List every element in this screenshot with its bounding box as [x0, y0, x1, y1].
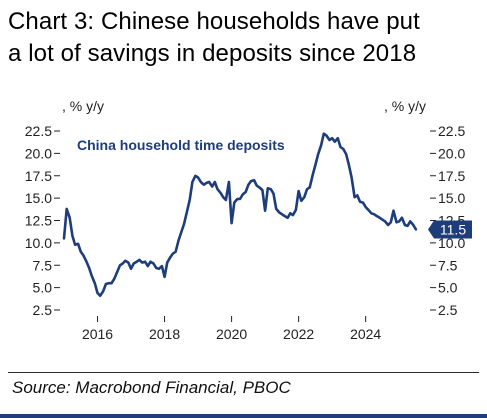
last-value-callout: 11.5 — [428, 220, 472, 239]
right-y-tick-label: 20.0 — [438, 145, 465, 161]
series-label: China household time deposits — [77, 137, 285, 153]
right-y-tick-label: 7.5 — [438, 257, 458, 273]
last-value-marker — [428, 220, 472, 239]
left-y-tick-label: 15.0 — [25, 190, 52, 206]
right-y-tick-label: 2.5 — [438, 302, 458, 318]
right-y-axis-label: , % y/y — [384, 98, 426, 114]
x-tick-label: 2018 — [149, 326, 180, 342]
right-y-tick-label: 5.0 — [438, 280, 458, 296]
left-y-tick-label: 17.5 — [25, 168, 52, 184]
left-y-tick-label: 7.5 — [33, 257, 53, 273]
x-tick-label: 2020 — [216, 326, 247, 342]
x-tick-label: 2024 — [350, 326, 381, 342]
last-value-text: 11.5 — [440, 221, 466, 237]
chart-title-line-2: a lot of savings in deposits since 2018 — [8, 40, 417, 67]
left-y-tick-label: 5.0 — [33, 280, 53, 296]
series-line-household-time-deposits — [62, 132, 418, 297]
left-y-tick-label: 20.0 — [25, 145, 52, 161]
chart-title: Chart 3: Chinese households have put a l… — [8, 6, 478, 70]
right-y-tick-label: 10.0 — [438, 235, 465, 251]
x-axis: 2016 2018 2020 2022 2024 — [82, 316, 381, 342]
x-tick-label: 2022 — [283, 326, 314, 342]
chart-title-line-1: Chart 3: Chinese households have put — [8, 8, 420, 35]
bottom-accent-bar — [0, 414, 487, 418]
left-y-tick-label: 2.5 — [33, 302, 53, 318]
left-y-tick-label: 22.5 — [25, 123, 52, 139]
source-note: Source: Macrobond Financial, PBOC — [12, 378, 291, 397]
source-divider — [8, 372, 479, 373]
right-y-tick-label: 17.5 — [438, 168, 465, 184]
line-chart: 2.5 5.0 7.5 10.0 12.5 15.0 17.5 20.0 22.5 2.5 5.0… — [25, 98, 472, 342]
left-y-tick-label: 12.5 — [25, 213, 52, 229]
left-y-axis: 2.5 5.0 7.5 10.0 12.5 15.0 17.5 20.0 22.5 — [25, 123, 60, 318]
series-layer — [62, 132, 418, 297]
x-tick-label: 2016 — [82, 326, 113, 342]
left-y-tick-label: 10.0 — [25, 235, 52, 251]
chart-area: 2.5 5.0 7.5 10.0 12.5 15.0 17.5 20.0 22.5 2.5 5.0… — [0, 88, 487, 358]
right-y-tick-label: 15.0 — [438, 190, 465, 206]
left-y-axis-label: , % y/y — [62, 98, 104, 114]
right-y-tick-label: 22.5 — [438, 123, 465, 139]
